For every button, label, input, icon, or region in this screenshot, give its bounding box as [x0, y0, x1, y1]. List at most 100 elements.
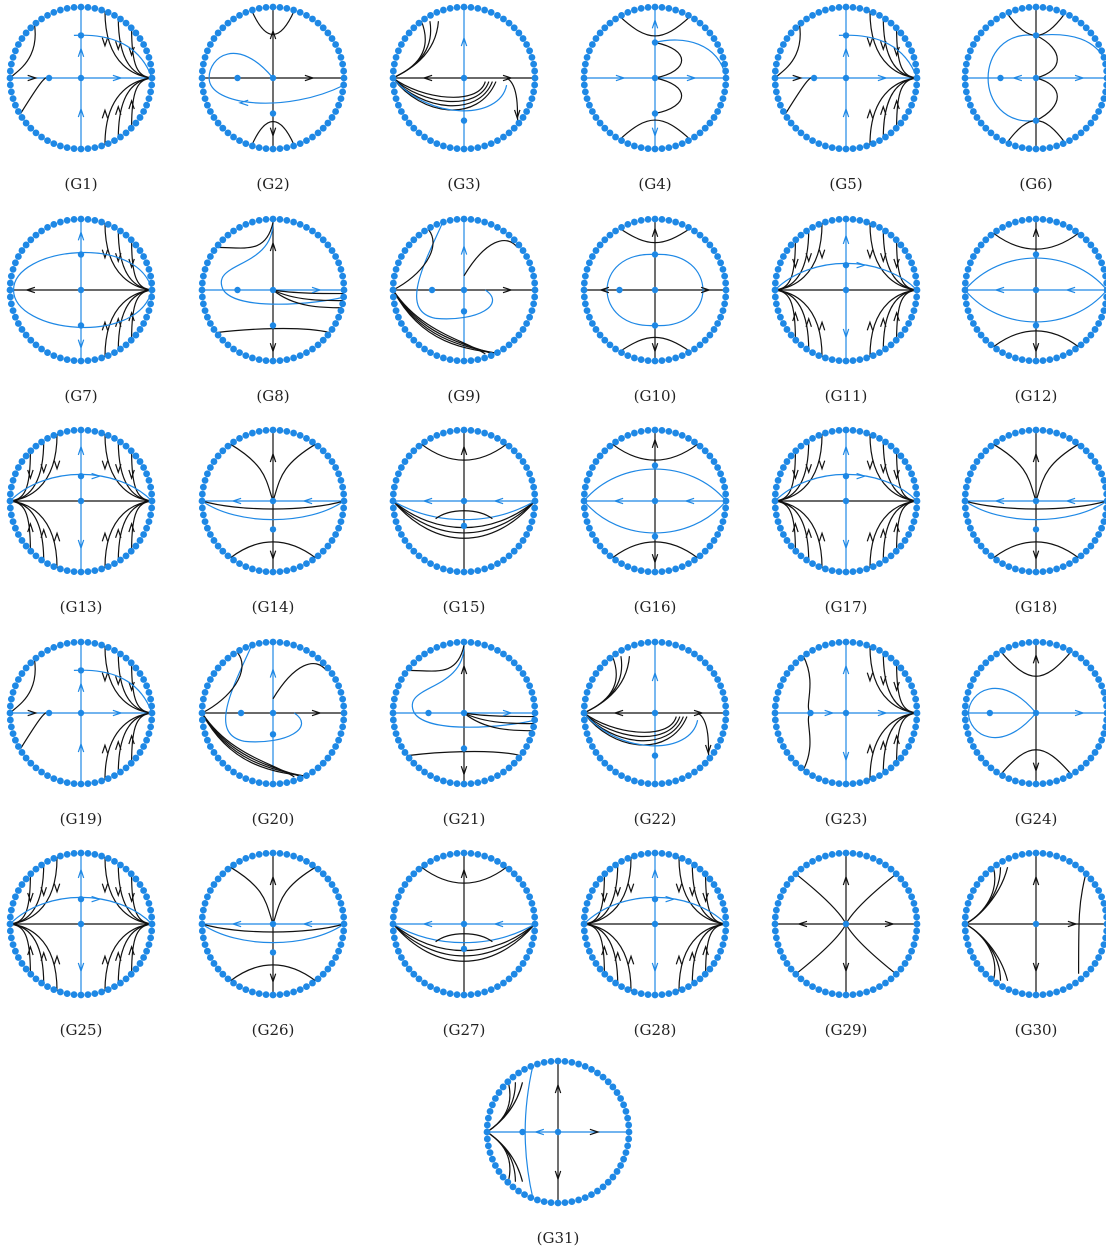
- phase-portrait-g19: [1, 633, 161, 793]
- infinity-dot: [147, 723, 155, 731]
- infinity-dot: [531, 709, 539, 717]
- phase-portrait-svg: [198, 215, 348, 365]
- infinity-dot: [528, 265, 536, 273]
- infinity-dot: [487, 775, 495, 782]
- infinity-dot: [148, 293, 156, 301]
- infinity-dot: [1087, 119, 1095, 127]
- infinity-dot: [104, 855, 112, 862]
- infinity-dot: [340, 293, 348, 301]
- infinity-dot: [392, 941, 400, 949]
- infinity-dot: [719, 95, 727, 103]
- infinity-dot: [658, 3, 666, 11]
- infinity-dot: [910, 730, 918, 738]
- infinity-dot: [276, 426, 284, 434]
- infinity-dot: [98, 6, 106, 14]
- infinity-dot: [583, 53, 591, 61]
- figure-caption: (G17): [824, 598, 868, 616]
- infinity-dot: [340, 716, 348, 724]
- infinity-dot: [290, 354, 298, 362]
- infinity-dot: [721, 300, 729, 308]
- infinity-dot: [630, 641, 638, 649]
- singular-point: [460, 308, 468, 315]
- infinity-dot: [143, 259, 150, 267]
- infinity-dot: [1059, 221, 1067, 228]
- infinity-dot: [474, 427, 482, 435]
- infinity-dot: [613, 1168, 621, 1175]
- infinity-dot: [296, 775, 304, 782]
- singular-point: [460, 117, 468, 124]
- infinity-dot: [145, 688, 153, 696]
- infinity-dot: [296, 855, 304, 862]
- infinity-dot: [792, 336, 800, 344]
- infinity-dot: [140, 41, 148, 48]
- direction-arrow: [77, 230, 85, 241]
- infinity-dot: [967, 47, 974, 55]
- infinity-dot: [230, 15, 237, 23]
- infinity-dot: [658, 991, 666, 999]
- infinity-dot: [815, 221, 823, 228]
- infinity-dot: [495, 1168, 503, 1175]
- infinity-dot: [467, 638, 475, 646]
- infinity-dot: [586, 313, 593, 321]
- infinity-dot: [606, 654, 614, 662]
- infinity-dot: [606, 19, 614, 27]
- infinity-dot: [586, 947, 593, 955]
- infinity-dot: [630, 142, 638, 150]
- infinity-dot: [314, 865, 322, 873]
- infinity-dot: [453, 145, 461, 153]
- direction-arrow: [502, 286, 514, 294]
- infinity-dot: [993, 861, 1000, 869]
- infinity-dot: [1103, 920, 1106, 928]
- direction-arrow: [651, 127, 659, 138]
- infinity-dot: [964, 688, 972, 696]
- infinity-dot: [18, 881, 26, 888]
- infinity-dot: [887, 231, 895, 239]
- infinity-dot: [1005, 563, 1013, 570]
- phase-portrait-svg: [961, 3, 1106, 153]
- infinity-dot: [588, 954, 596, 961]
- infinity-dot: [1011, 565, 1019, 573]
- infinity-dot: [863, 777, 871, 785]
- infinity-dot: [427, 434, 434, 442]
- infinity-dot: [1098, 736, 1105, 744]
- infinity-dot: [1103, 709, 1106, 717]
- infinity-dot: [962, 934, 970, 942]
- infinity-dot: [772, 483, 780, 491]
- infinity-dot: [1059, 352, 1067, 359]
- infinity-circle: [771, 426, 921, 576]
- infinity-dot: [701, 336, 709, 344]
- infinity-dot: [32, 764, 40, 772]
- infinity-dot: [887, 129, 895, 137]
- infinity-dot: [276, 568, 284, 576]
- infinity-dot: [84, 426, 92, 434]
- direction-arrow: [101, 672, 109, 683]
- infinity-dot: [460, 991, 468, 999]
- infinity-dot: [484, 1114, 492, 1122]
- infinity-dot: [973, 458, 981, 465]
- orbit: [202, 712, 309, 778]
- direction-arrow: [651, 343, 659, 354]
- infinity-dot: [12, 893, 19, 901]
- infinity-dot: [494, 646, 501, 654]
- infinity-dot: [392, 95, 400, 103]
- direction-arrow: [805, 527, 812, 539]
- infinity-dot: [993, 133, 1000, 141]
- infinity-dot: [44, 560, 51, 568]
- infinity-dot: [427, 772, 434, 780]
- direction-arrow: [231, 497, 242, 505]
- infinity-dot: [199, 695, 207, 703]
- infinity-dot: [856, 779, 864, 787]
- infinity-dot: [9, 730, 17, 738]
- orbit: [393, 500, 535, 534]
- infinity-dot: [467, 780, 475, 788]
- orbit: [619, 119, 691, 141]
- infinity-dot: [332, 743, 340, 750]
- phase-portrait-g29: [766, 844, 926, 1004]
- infinity-dot: [224, 19, 232, 27]
- infinity-dot: [1066, 349, 1073, 357]
- direction-arrow: [1032, 451, 1040, 463]
- infinity-dot: [842, 215, 850, 223]
- infinity-dot: [390, 695, 398, 703]
- infinity-dot: [405, 331, 413, 339]
